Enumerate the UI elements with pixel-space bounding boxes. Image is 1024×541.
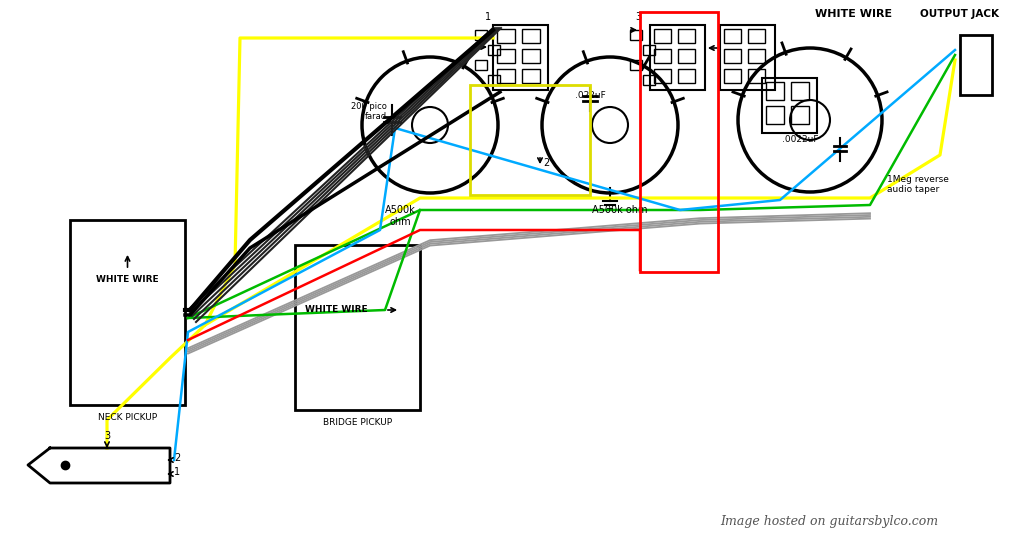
Bar: [724, 29, 741, 43]
Text: A500k
ohm: A500k ohm: [385, 205, 416, 227]
Text: 1: 1: [485, 12, 490, 22]
Bar: [643, 45, 655, 55]
Bar: [791, 82, 809, 100]
Bar: [748, 69, 765, 83]
Text: 2: 2: [174, 453, 180, 463]
Text: NECK PICKUP: NECK PICKUP: [98, 413, 157, 422]
Bar: [678, 49, 695, 63]
Bar: [295, 245, 420, 410]
Text: 1: 1: [174, 467, 180, 477]
Bar: [488, 45, 500, 55]
Bar: [654, 49, 671, 63]
Bar: [470, 85, 590, 195]
Bar: [497, 29, 515, 43]
Bar: [497, 49, 515, 63]
Bar: [643, 75, 655, 85]
Text: 1Meg reverse
audio taper: 1Meg reverse audio taper: [887, 175, 949, 194]
Text: Image hosted on guitarsbylco.com: Image hosted on guitarsbylco.com: [720, 515, 938, 528]
Text: WHITE WIRE: WHITE WIRE: [96, 275, 159, 285]
Bar: [522, 29, 540, 43]
Polygon shape: [28, 448, 170, 483]
Bar: [748, 29, 765, 43]
Bar: [678, 29, 695, 43]
Bar: [493, 25, 548, 90]
Text: .022uF: .022uF: [574, 90, 605, 100]
Text: OUTPUT JACK: OUTPUT JACK: [920, 9, 999, 19]
Bar: [522, 49, 540, 63]
Bar: [475, 30, 487, 40]
Bar: [654, 69, 671, 83]
Bar: [766, 82, 784, 100]
Bar: [961, 35, 992, 95]
Text: 3: 3: [104, 431, 110, 441]
Bar: [640, 12, 718, 272]
Text: 2: 2: [543, 158, 549, 168]
Bar: [630, 30, 642, 40]
Bar: [678, 69, 695, 83]
Bar: [70, 220, 185, 405]
Bar: [724, 49, 741, 63]
Bar: [650, 25, 705, 90]
Text: .0022uF: .0022uF: [781, 135, 818, 144]
Text: 3: 3: [635, 12, 641, 22]
Bar: [475, 60, 487, 70]
Bar: [720, 25, 775, 90]
Bar: [654, 29, 671, 43]
Bar: [724, 69, 741, 83]
Bar: [630, 60, 642, 70]
Text: 200 pico
farad: 200 pico farad: [351, 102, 387, 121]
Text: A500k ohm: A500k ohm: [592, 205, 648, 215]
Bar: [522, 69, 540, 83]
Text: WHITE WIRE: WHITE WIRE: [305, 306, 368, 314]
Bar: [497, 69, 515, 83]
Text: BRIDGE PICKUP: BRIDGE PICKUP: [323, 418, 392, 427]
Bar: [766, 106, 784, 124]
Bar: [791, 106, 809, 124]
Text: WHITE WIRE: WHITE WIRE: [815, 9, 892, 19]
Bar: [488, 75, 500, 85]
Bar: [762, 78, 817, 133]
Bar: [748, 49, 765, 63]
